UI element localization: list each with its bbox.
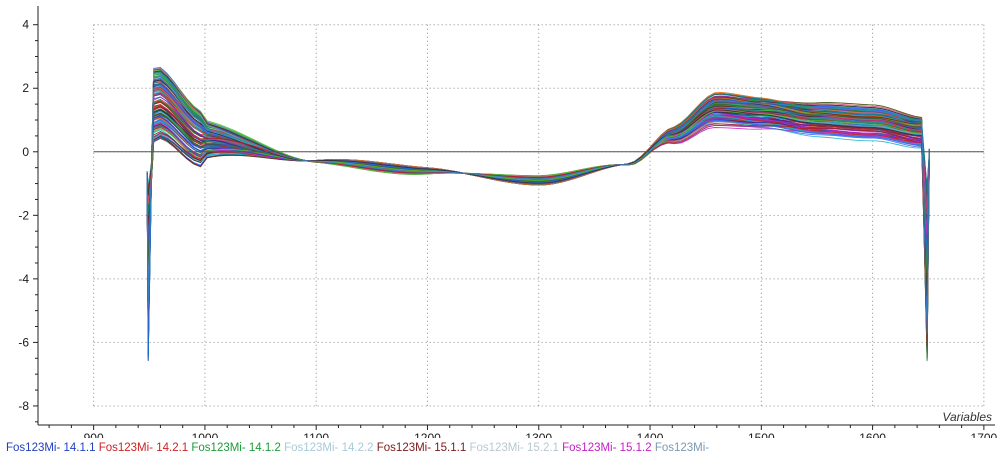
label-layer: 4 2 0 -2 -4 -6 -8 900 1000 1100 1200 1300 1400 1500 16… xyxy=(18,18,997,438)
spectrum-line xyxy=(146,85,930,334)
legend-item: Fos123Mi- 14.2.2 xyxy=(284,442,377,454)
spectrum-line xyxy=(146,106,930,323)
x-tick-label: 1600 xyxy=(859,431,886,438)
spectrum-line xyxy=(146,106,930,313)
series-layer xyxy=(146,67,930,362)
legend-item: Fos123Mi- 15.1.1 xyxy=(376,442,470,454)
legend-item: Fos123Mi- 14.1.2 xyxy=(191,442,285,454)
spectrum-line xyxy=(146,99,930,361)
spectrum-line xyxy=(146,105,930,344)
x-tick-label: 1300 xyxy=(525,431,552,438)
legend-item: Fos123Mi- 14.1.1 xyxy=(6,442,99,454)
spectrum-line xyxy=(146,107,930,351)
spectrum-line xyxy=(146,71,930,273)
x-tick-label: 1500 xyxy=(748,431,775,438)
spectrum-line xyxy=(146,108,930,341)
y-tick-label: 0 xyxy=(22,145,29,159)
spectrum-line xyxy=(146,75,930,255)
axes-layer xyxy=(33,6,995,430)
legend-item: Fos123Mi- 15.1.2 xyxy=(562,442,655,454)
spectrum-line xyxy=(146,102,930,361)
spectrum-line xyxy=(146,104,930,322)
spectrum-line xyxy=(146,72,930,255)
spectrum-line xyxy=(146,110,930,280)
spectrum-line xyxy=(146,123,930,226)
spectrum-line xyxy=(146,103,930,344)
x-tick-label: 1400 xyxy=(637,431,664,438)
y-tick-label: -8 xyxy=(18,399,29,413)
spectrum-line xyxy=(146,108,930,313)
legend-item: Fos123Mi- 15.2.1 xyxy=(469,442,563,454)
spectra-chart: 4 2 0 -2 -4 -6 -8 900 1000 1100 1200 1300 1400 1500 16… xyxy=(18,6,998,438)
x-tick-label: 1700 xyxy=(971,431,998,438)
spectrum-line xyxy=(146,105,930,346)
spectrum-line xyxy=(146,115,930,269)
x-tick-label: 900 xyxy=(84,431,104,438)
spectrum-line xyxy=(146,103,930,359)
x-tick-label: 1100 xyxy=(303,431,329,438)
spectrum-line xyxy=(146,101,930,346)
spectrum-line xyxy=(146,75,930,212)
y-tick-label: -4 xyxy=(18,272,29,286)
grid-layer xyxy=(93,24,985,407)
legend-item: Fos123Mi- xyxy=(654,442,710,454)
spectrum-line xyxy=(146,104,930,321)
y-tick-label: -6 xyxy=(18,335,29,349)
legend-item: Fos123Mi- 14.2.1 xyxy=(98,442,192,454)
y-tick-label: -2 xyxy=(18,208,29,222)
y-tick-label: 2 xyxy=(22,81,29,95)
spectrum-line xyxy=(146,103,930,325)
x-tick-label: 1200 xyxy=(414,431,441,438)
y-tick-label: 4 xyxy=(22,18,29,32)
spectrum-line xyxy=(146,111,930,298)
spectrum-line xyxy=(146,102,930,346)
spectrum-line xyxy=(146,127,930,339)
spectrum-line xyxy=(146,105,930,318)
spectrum-line xyxy=(146,114,930,297)
x-tick-label: 1000 xyxy=(192,431,219,438)
chart-svg: 4 2 0 -2 -4 -6 -8 900 1000 1100 1200 1300 1400 1500 16… xyxy=(18,6,998,438)
x-axis-title: Variables xyxy=(942,410,992,424)
legend: Fos123Mi- 14.1.1 Fos123Mi- 14.2.1 Fos123… xyxy=(6,440,1000,458)
